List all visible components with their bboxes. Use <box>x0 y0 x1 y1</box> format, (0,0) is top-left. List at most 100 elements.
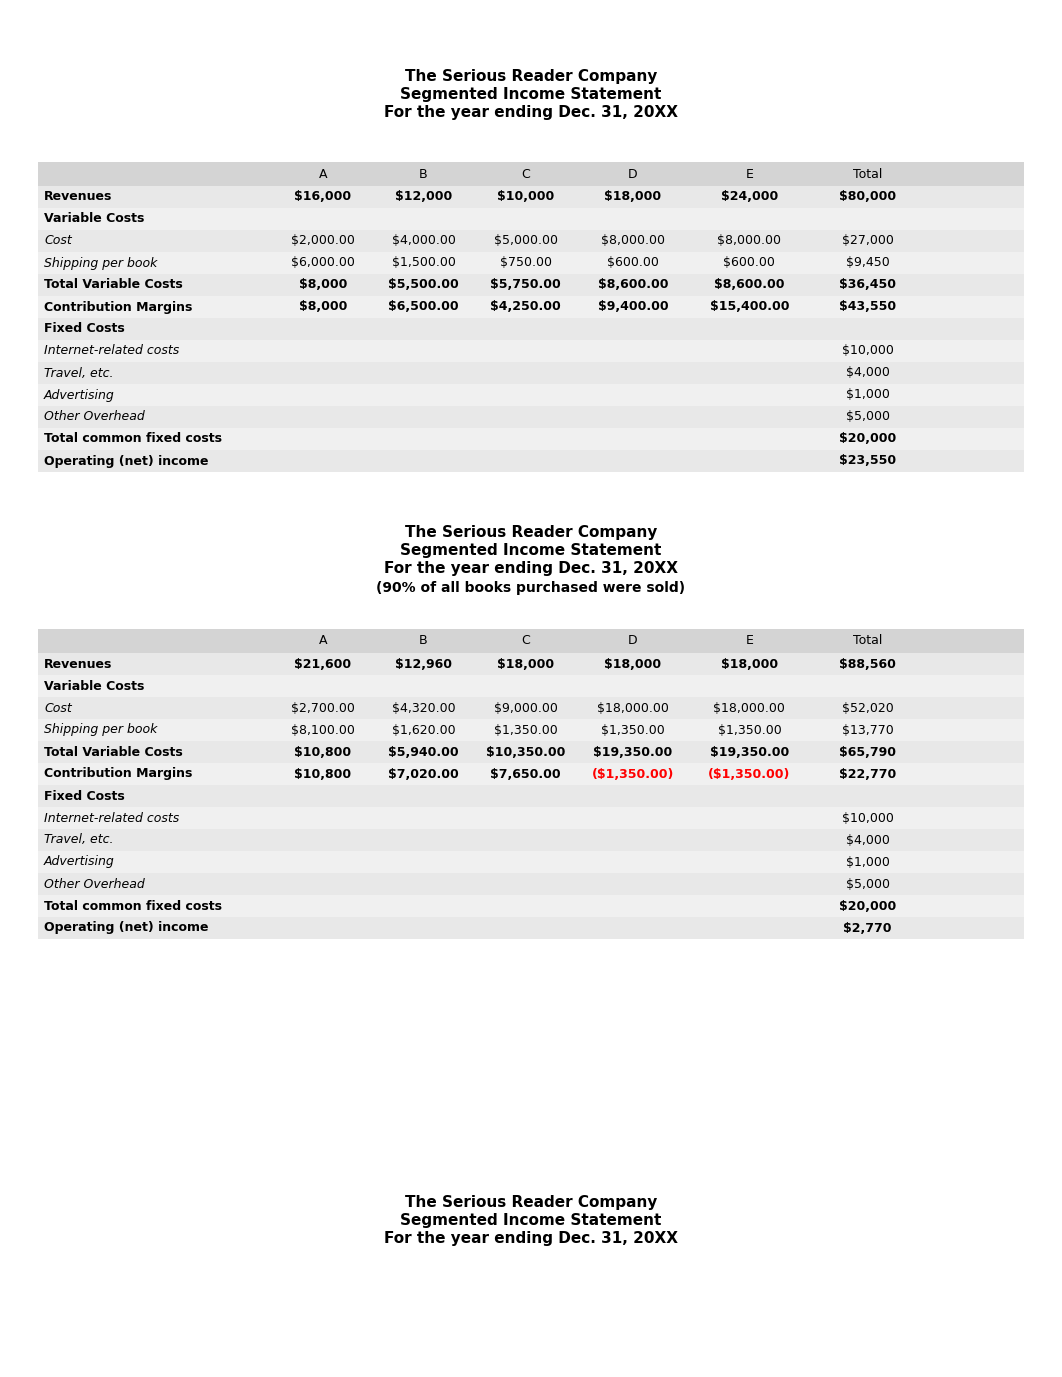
Text: Cost: Cost <box>44 234 72 248</box>
Text: $4,320.00: $4,320.00 <box>392 701 456 715</box>
Bar <box>38 428 1024 450</box>
Text: $27,000: $27,000 <box>842 234 893 248</box>
Text: $600.00: $600.00 <box>607 256 660 270</box>
Text: $20,000: $20,000 <box>839 432 896 446</box>
Bar <box>38 186 1024 208</box>
Text: Total common fixed costs: Total common fixed costs <box>44 899 222 913</box>
Text: $21,600: $21,600 <box>294 657 352 671</box>
Text: $22,770: $22,770 <box>839 767 896 781</box>
Bar <box>38 697 1024 719</box>
Text: $16,000: $16,000 <box>294 190 352 204</box>
Text: $43,550: $43,550 <box>839 300 896 314</box>
Text: B: B <box>419 168 428 180</box>
Text: E: E <box>746 168 753 180</box>
Text: $5,500.00: $5,500.00 <box>388 278 459 292</box>
Bar <box>38 450 1024 472</box>
Bar <box>38 406 1024 428</box>
Text: For the year ending Dec. 31, 20XX: For the year ending Dec. 31, 20XX <box>384 106 678 121</box>
Bar <box>38 162 1024 186</box>
Text: Fixed Costs: Fixed Costs <box>44 322 124 336</box>
Text: Segmented Income Statement: Segmented Income Statement <box>400 88 662 102</box>
Text: $4,000: $4,000 <box>845 833 890 847</box>
Text: (90% of all books purchased were sold): (90% of all books purchased were sold) <box>376 581 686 595</box>
Text: Operating (net) income: Operating (net) income <box>44 921 208 935</box>
Bar <box>38 362 1024 384</box>
Text: A: A <box>319 168 327 180</box>
Text: Shipping per book: Shipping per book <box>44 256 157 270</box>
Bar <box>38 807 1024 829</box>
Text: Travel, etc.: Travel, etc. <box>44 366 114 380</box>
Text: The Serious Reader Company: The Serious Reader Company <box>405 525 657 540</box>
Text: $19,350.00: $19,350.00 <box>709 745 789 759</box>
Text: $23,550: $23,550 <box>839 454 896 468</box>
Text: $5,000.00: $5,000.00 <box>494 234 558 248</box>
Text: A: A <box>319 635 327 647</box>
Text: Advertising: Advertising <box>44 388 115 402</box>
Text: Total Variable Costs: Total Variable Costs <box>44 745 183 759</box>
Text: $18,000: $18,000 <box>497 657 554 671</box>
Bar <box>38 763 1024 785</box>
Text: $5,000: $5,000 <box>845 410 890 424</box>
Bar <box>38 629 1024 939</box>
Bar <box>38 851 1024 873</box>
Text: $4,000.00: $4,000.00 <box>392 234 456 248</box>
Text: E: E <box>746 635 753 647</box>
Text: $8,600.00: $8,600.00 <box>598 278 668 292</box>
Text: $65,790: $65,790 <box>839 745 896 759</box>
Text: $10,000: $10,000 <box>497 190 554 204</box>
Text: $24,000: $24,000 <box>721 190 778 204</box>
Text: For the year ending Dec. 31, 20XX: For the year ending Dec. 31, 20XX <box>384 1231 678 1246</box>
Text: $6,000.00: $6,000.00 <box>291 256 355 270</box>
Text: $5,000: $5,000 <box>845 877 890 891</box>
Text: C: C <box>521 168 530 180</box>
Text: $1,500.00: $1,500.00 <box>392 256 456 270</box>
Text: Contribution Margins: Contribution Margins <box>44 767 192 781</box>
Text: $8,000: $8,000 <box>298 300 347 314</box>
Text: Revenues: Revenues <box>44 657 113 671</box>
Text: $1,350.00: $1,350.00 <box>601 723 665 737</box>
Text: $18,000: $18,000 <box>604 190 662 204</box>
Text: $10,800: $10,800 <box>294 745 352 759</box>
Text: Total: Total <box>853 635 883 647</box>
Text: $10,800: $10,800 <box>294 767 352 781</box>
Bar <box>38 653 1024 675</box>
Text: Advertising: Advertising <box>44 855 115 869</box>
Text: The Serious Reader Company: The Serious Reader Company <box>405 1194 657 1209</box>
Text: $18,000: $18,000 <box>604 657 662 671</box>
Text: ($1,350.00): ($1,350.00) <box>592 767 674 781</box>
Text: Segmented Income Statement: Segmented Income Statement <box>400 543 662 558</box>
Bar <box>38 340 1024 362</box>
Text: $2,700.00: $2,700.00 <box>291 701 355 715</box>
Text: Other Overhead: Other Overhead <box>44 410 144 424</box>
Text: Contribution Margins: Contribution Margins <box>44 300 192 314</box>
Bar <box>38 675 1024 697</box>
Text: Variable Costs: Variable Costs <box>44 212 144 226</box>
Text: Variable Costs: Variable Costs <box>44 679 144 693</box>
Bar <box>38 829 1024 851</box>
Bar <box>38 785 1024 807</box>
Text: $1,000: $1,000 <box>845 855 890 869</box>
Text: D: D <box>629 635 638 647</box>
Text: Other Overhead: Other Overhead <box>44 877 144 891</box>
Text: $15,400.00: $15,400.00 <box>709 300 789 314</box>
Text: $2,770: $2,770 <box>843 921 892 935</box>
Text: $5,750.00: $5,750.00 <box>491 278 561 292</box>
Bar <box>38 384 1024 406</box>
Text: $9,000.00: $9,000.00 <box>494 701 558 715</box>
Text: $1,620.00: $1,620.00 <box>392 723 456 737</box>
Text: $88,560: $88,560 <box>839 657 896 671</box>
Bar <box>38 917 1024 939</box>
Text: $6,500.00: $6,500.00 <box>389 300 459 314</box>
Text: Shipping per book: Shipping per book <box>44 723 157 737</box>
Text: Total: Total <box>853 168 883 180</box>
Text: ($1,350.00): ($1,350.00) <box>708 767 790 781</box>
Text: $12,960: $12,960 <box>395 657 452 671</box>
Text: $4,000: $4,000 <box>845 366 890 380</box>
Bar <box>38 629 1024 653</box>
Text: $750.00: $750.00 <box>499 256 551 270</box>
Bar <box>38 230 1024 252</box>
Text: $8,000.00: $8,000.00 <box>718 234 782 248</box>
Text: $36,450: $36,450 <box>839 278 896 292</box>
Text: $1,000: $1,000 <box>845 388 890 402</box>
Text: For the year ending Dec. 31, 20XX: For the year ending Dec. 31, 20XX <box>384 560 678 576</box>
